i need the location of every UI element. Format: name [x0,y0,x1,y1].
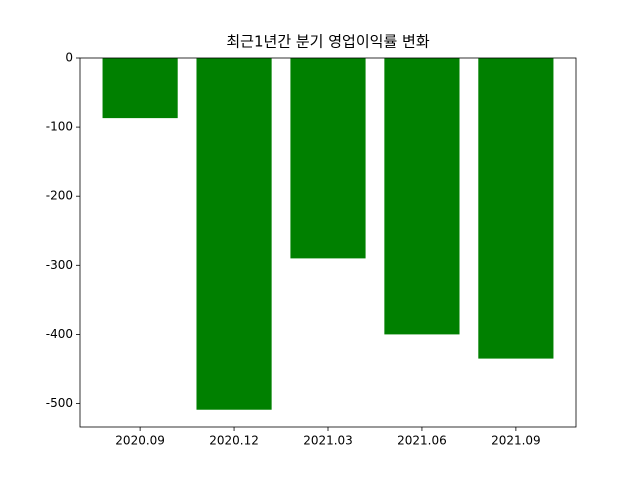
bar [102,58,178,119]
x-tick-label: 2021.03 [303,434,353,448]
x-tick-label: 2020.09 [115,434,165,448]
x-tick-label: 2021.09 [491,434,541,448]
y-tick-label: 0 [65,51,73,65]
bar [478,58,554,359]
y-tick-label: -100 [46,120,73,134]
y-tick-label: -300 [46,258,73,272]
bar [384,58,460,335]
chart-title: 최근1년간 분기 영업이익률 변화 [226,33,429,51]
y-tick-label: -500 [46,396,73,410]
y-tick-label: -200 [46,189,73,203]
y-tick-label: -400 [46,327,73,341]
bar [196,58,272,410]
x-tick-label: 2021.06 [397,434,447,448]
x-tick-label: 2020.12 [209,434,259,448]
plot-frame [79,57,577,428]
bar [290,58,366,259]
